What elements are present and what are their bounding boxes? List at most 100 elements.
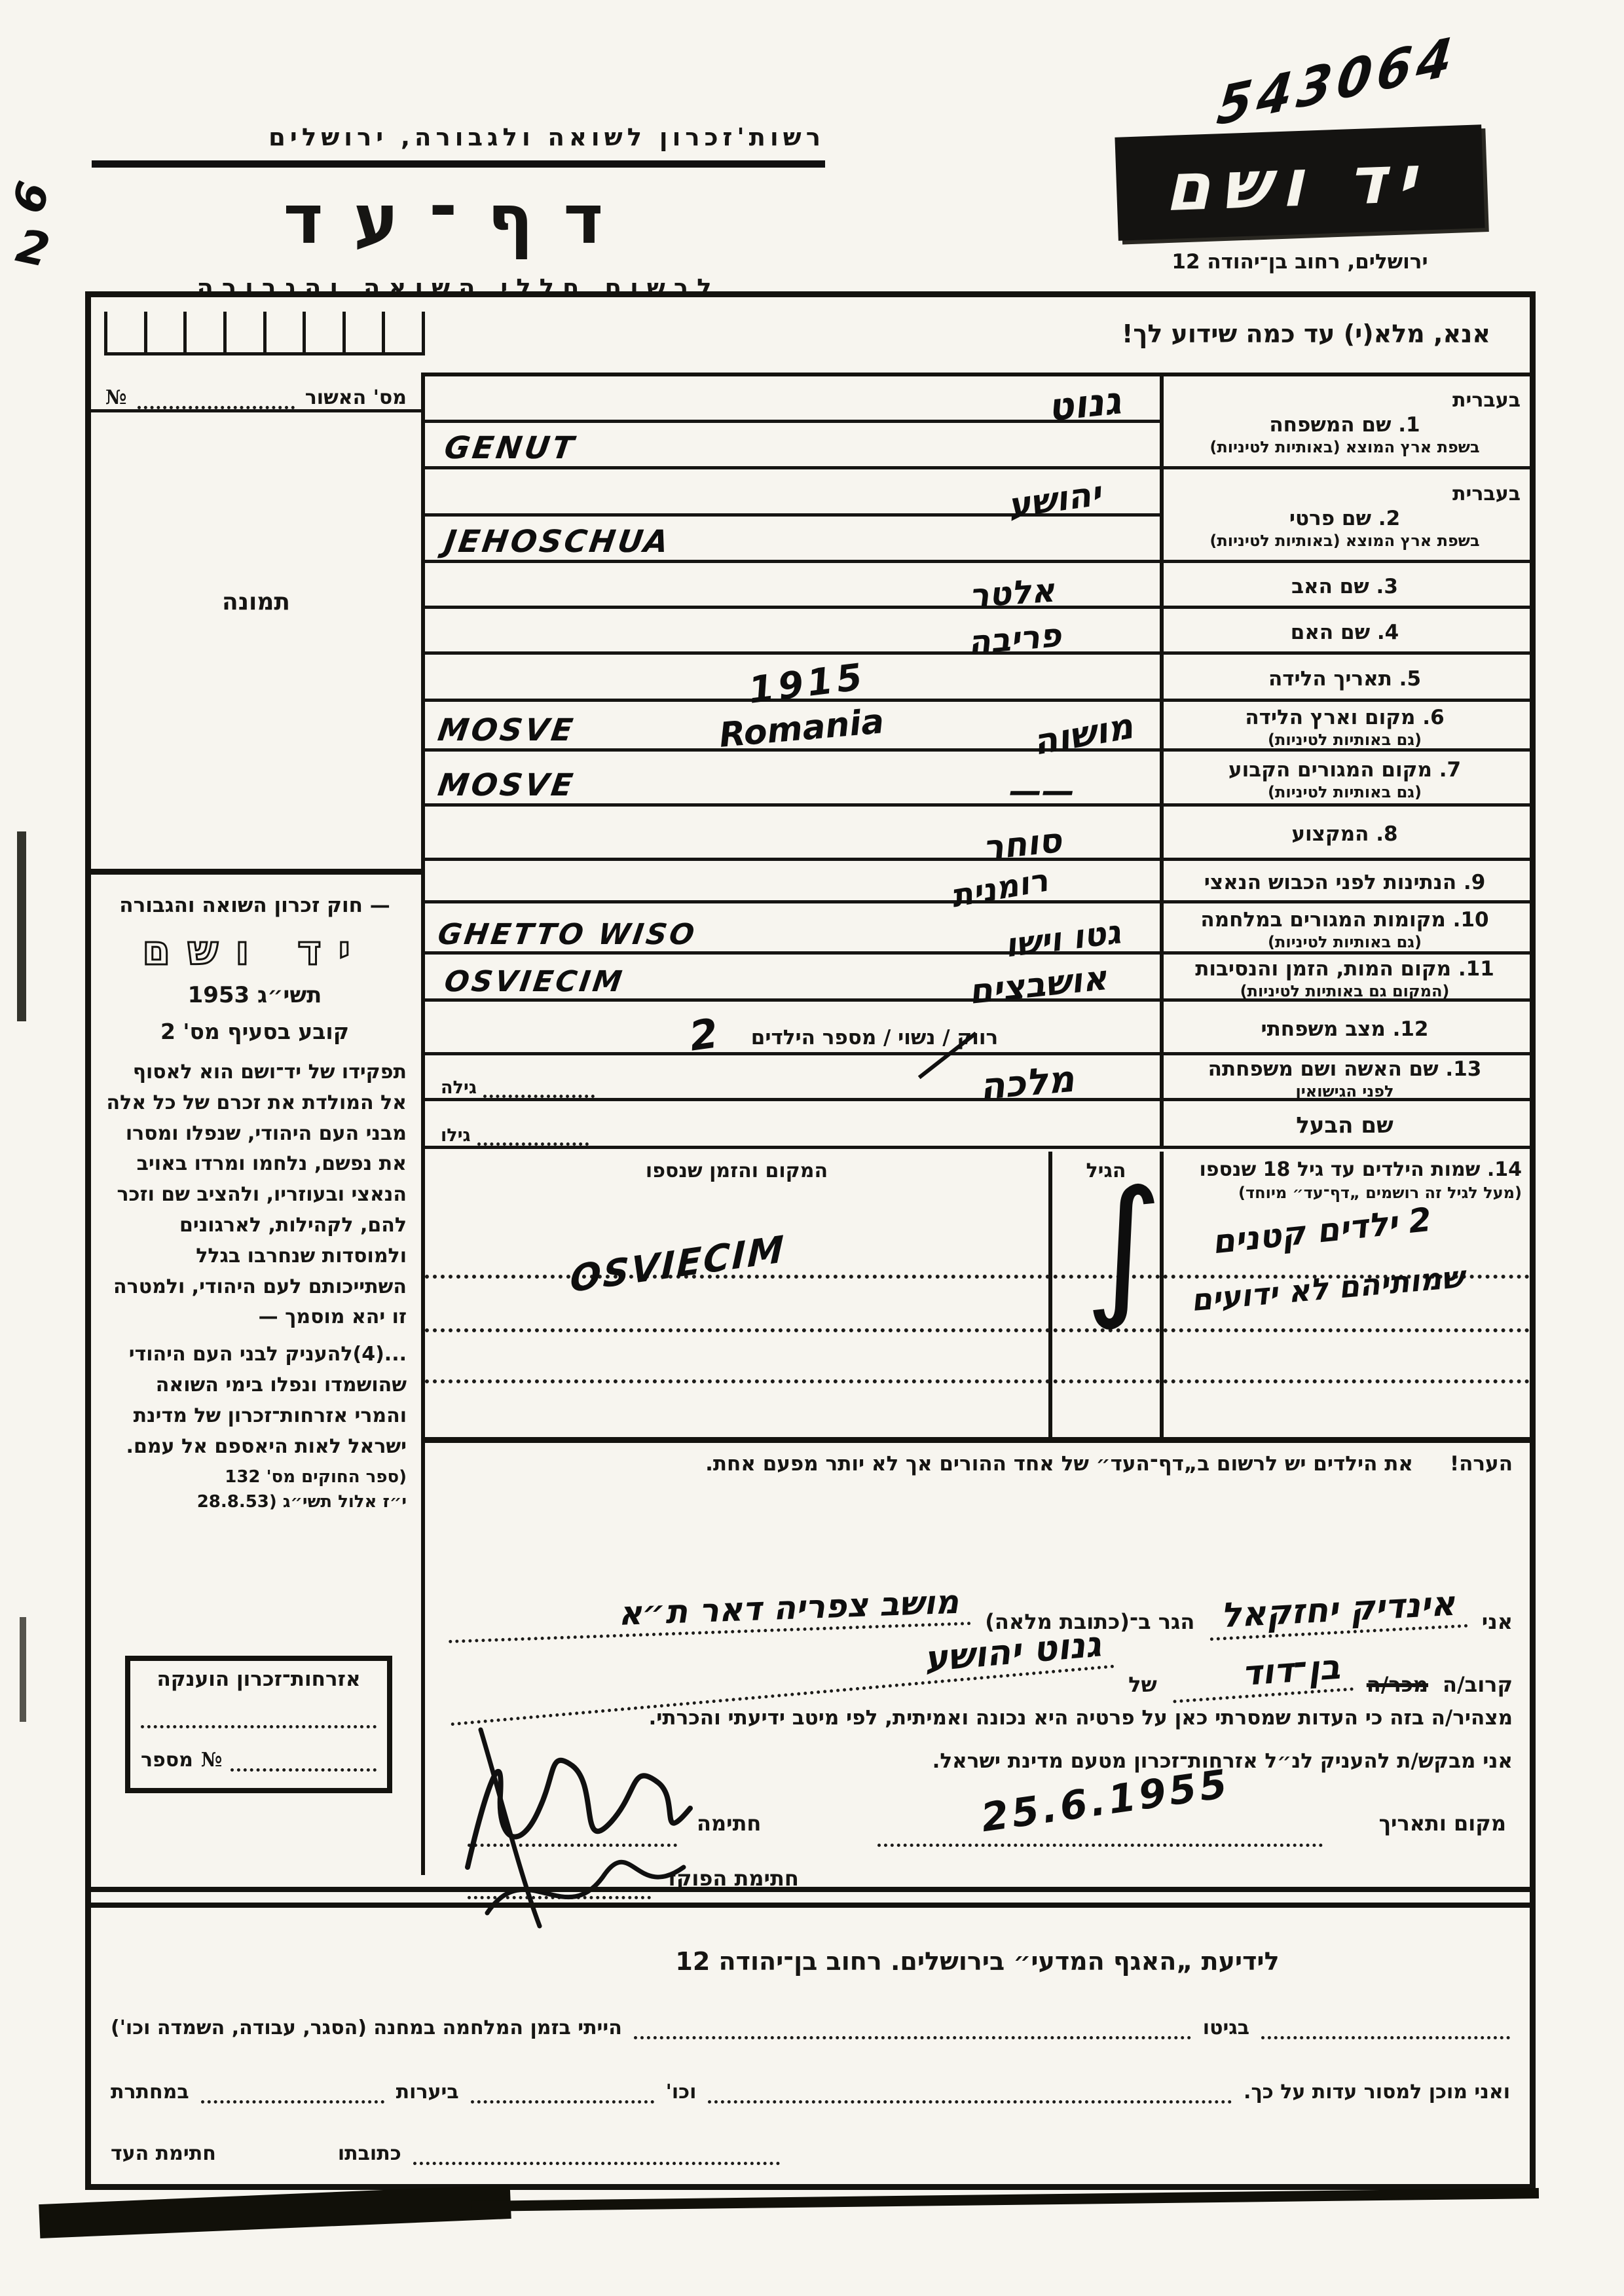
- witness-address-label: כתובתו: [337, 2142, 401, 2165]
- camp-label: הייתי בזמן המלחמה במחנה (הסגר, עבודה, הש…: [111, 2016, 622, 2039]
- field-13-label2: לפני הגישואין: [1295, 1082, 1394, 1101]
- field-3-father-name: 3. שם האב אלטר: [425, 563, 1530, 615]
- signature-line: [468, 1820, 677, 1847]
- law-reference-2: י״ז אלול תשי״ג (28.8.53: [196, 1492, 407, 1512]
- witness-signature-label: חתימת העד: [111, 2142, 216, 2165]
- ghetto-label: בגיטו: [1202, 2016, 1249, 2039]
- field-3-label: 3. שם האב: [1291, 574, 1398, 598]
- field-1-label-cell: בעברית 1. שם המשפחה בשפת ארץ המוצא (באות…: [1160, 376, 1530, 469]
- children-table-label: 14. שמות הילדים עד גיל 18 שנספו (מעל לגי…: [1160, 1152, 1530, 1437]
- field-11-entry: OSVIECIM אושבצים: [425, 955, 1160, 1012]
- margin-pencil-mark-top: 9: [1, 175, 58, 218]
- field-1-entry-hebrew: גנוט: [425, 376, 1160, 430]
- children-table-place-column: המקום והזמן שנספו: [425, 1152, 1048, 1437]
- ready-to-testify-label: ואני מוכן למסור עדות על כך.: [1244, 2081, 1510, 2104]
- law-section: קובע בסעיף מס' 2: [160, 1019, 350, 1044]
- underground-row: במחתרת ביערות וכו' ואני מוכן למסור עדות …: [111, 2077, 1510, 2104]
- husband-age-hint: גילו: [441, 1125, 471, 1146]
- field-12-entry: רווק / נשוי / מספר הילדים 2: [425, 1002, 1160, 1080]
- memorial-citizenship-box: אזרחות־זכרון הוענקה מספר №: [125, 1656, 392, 1793]
- fields-area: בעברית 1. שם המשפחה בשפת ארץ המוצא (באות…: [425, 373, 1530, 1149]
- field-1-value-latin: GENUT: [442, 430, 579, 466]
- yad-vashem-logo-text: יד ושם: [1161, 139, 1439, 226]
- authority-name: רשות'זכרון לשואה ולגבורה, ירושלים: [268, 123, 825, 151]
- photo-placeholder-label: תמונה: [221, 589, 291, 615]
- statement-2: אני מבקש/ת להעניק לנ״ל אזרחות־זכרון מטעם…: [932, 1749, 1513, 1773]
- scan-smear-bottom: [471, 2188, 1540, 2212]
- form-header: רשות'זכרון לשואה ולגבורה, ירושלים דף־עד …: [92, 123, 825, 302]
- note-text: את הילדים יש לרשום ב„דף־העד״ של אחד ההור…: [705, 1452, 1413, 1476]
- husband-label: שם הבעל: [1296, 1112, 1393, 1139]
- law-clause-text: ...(4)להעניק לבני העם היהודי שהושמדו ונפ…: [126, 1343, 407, 1458]
- field-10-sublabel: (גם באותיות לטיניות): [1268, 932, 1422, 951]
- witness-address-handwritten: מושב צפריה דאר ת״א: [447, 1582, 972, 1643]
- scientific-branch-title: לידיעת „האגף המדעי״ בירושלים. רחוב בן־יה…: [675, 1947, 1280, 1976]
- margin-pencil-mark-bottom: 2: [12, 218, 54, 278]
- approval-number-row: מס' האשור №: [91, 373, 421, 412]
- field-2-value-latin: JEHOSCHUA: [442, 524, 673, 560]
- field-7-value-ditto: ——: [1009, 772, 1075, 810]
- left-panel: מס' האשור № תמונה — חוק זכרון השואה והגב…: [91, 373, 425, 1875]
- ghetto-line: [1261, 2013, 1510, 2039]
- children-table: 14. שמות הילדים עד גיל 18 שנספו (מעל לגי…: [425, 1152, 1530, 1443]
- field-8-profession: 8. המקצוע סוחר: [425, 807, 1530, 868]
- field-6-entry: MOSVE Romania מושוה: [425, 702, 1160, 763]
- field-13-label: 13. שם האשה ושם משפחתה: [1208, 1057, 1482, 1081]
- fill-prompt: אנא, מלא(י) עד כמה שידוע לך!: [1122, 319, 1490, 348]
- witness-name-handwritten: אינדיק יחזקאל: [1208, 1583, 1469, 1641]
- witness-signature-row: חתימת העד כתובתו: [111, 2138, 1510, 2165]
- law-reference-1: (ספר החוקים מס' 132: [225, 1467, 407, 1487]
- husband-age-line: [477, 1124, 589, 1146]
- field-9-entry: רומנית: [425, 861, 1160, 915]
- field-1-family-name: בעברית 1. שם המשפחה בשפת ארץ המוצא (באות…: [425, 376, 1530, 469]
- field-12-children-count: 2: [686, 1009, 721, 1061]
- field-7-sublabel: (גם באותיות לטיניות): [1268, 782, 1422, 801]
- underground-label: במחתרת: [111, 2081, 189, 2104]
- ruler-ticks: [104, 312, 425, 355]
- field-13-age-line: [483, 1076, 595, 1098]
- field-2-entry-hebrew: יהושע: [425, 469, 1160, 526]
- signature-label: חתימה: [697, 1811, 762, 1836]
- field-2-first-name: בעברית 2. שם פרטי בשפת ארץ המוצא (באותיו…: [425, 469, 1530, 563]
- law-body-text: תפקידו של יד־ושם הוא לאסוף אל המולדת את …: [106, 1061, 407, 1329]
- field-1-lang: בעברית: [1452, 389, 1521, 412]
- office-address: ירושלים, רחוב בן־יהודה 12: [1172, 250, 1428, 274]
- field-6-birth-place: 6. מקום וארץ הלידה (גם באותיות לטיניות) …: [425, 702, 1530, 763]
- children-table-age-column: הגיל: [1048, 1152, 1160, 1437]
- relation-row: קרוב/ה מכר/ה בן־דוד של גנוט יהושע: [447, 1622, 1513, 1726]
- field-3-entry: אלטר: [425, 563, 1160, 615]
- panel-divider-rule: [91, 869, 421, 875]
- children-row-line-2: [425, 1328, 1530, 1332]
- field-6-sublabel: (גם באותיות לטיניות): [1268, 730, 1422, 749]
- place-date-line: [877, 1820, 1323, 1847]
- forests-line: [470, 2077, 654, 2104]
- witness-address-line: [413, 2138, 780, 2165]
- children-age-brace: ∫: [1084, 1159, 1163, 1334]
- relative-label: קרוב/ה: [1443, 1672, 1513, 1697]
- camp-row: הייתי בזמן המלחמה במחנה (הסגר, עבודה, הש…: [111, 2013, 1510, 2039]
- field-1-entry-latin: GENUT: [425, 423, 1160, 469]
- file-number-handwritten: 543064: [1214, 26, 1460, 138]
- citizenship-number-line: [230, 1745, 377, 1772]
- field-6-value-latin: MOSVE: [435, 712, 578, 748]
- resides-label: הגר ב־(כתובת מלאה): [985, 1609, 1195, 1634]
- field-4-entry: פריבה: [425, 609, 1160, 662]
- field-13-wife-name: 13. שם האשה ושם משפחתה לפני הגישואין מלכ…: [425, 1055, 1530, 1108]
- citizenship-numero-sign: №: [200, 1749, 223, 1772]
- scan-smear-bottom-left: [39, 2184, 511, 2239]
- children-row-line-3: [425, 1379, 1530, 1383]
- field-8-entry: סוחר: [425, 807, 1160, 868]
- field-5-entry: 1915: [425, 655, 1160, 712]
- acquaintance-label-struck: מכר/ה: [1366, 1672, 1428, 1697]
- section-divider-bottom: [91, 1903, 1530, 1908]
- form-body: אנא, מלא(י) עד כמה שידוע לך! מס' האשור №…: [85, 291, 1536, 2190]
- header-rule: [92, 160, 825, 168]
- field-11-death-place: 11. מקום המות, הזמן והנסיבות (המקום גם ב…: [425, 955, 1530, 1012]
- scan-edge-mark-2: [20, 1617, 26, 1722]
- field-13-age-hint: גילה: [441, 1078, 477, 1098]
- field-2-lang: בעברית: [1452, 482, 1521, 505]
- approval-number-line: [137, 382, 295, 409]
- law-excerpt: — חוק זכרון השואה והגבורה יד ושם תשי״ג 1…: [103, 894, 407, 1512]
- section-divider-top: [91, 1887, 1530, 1892]
